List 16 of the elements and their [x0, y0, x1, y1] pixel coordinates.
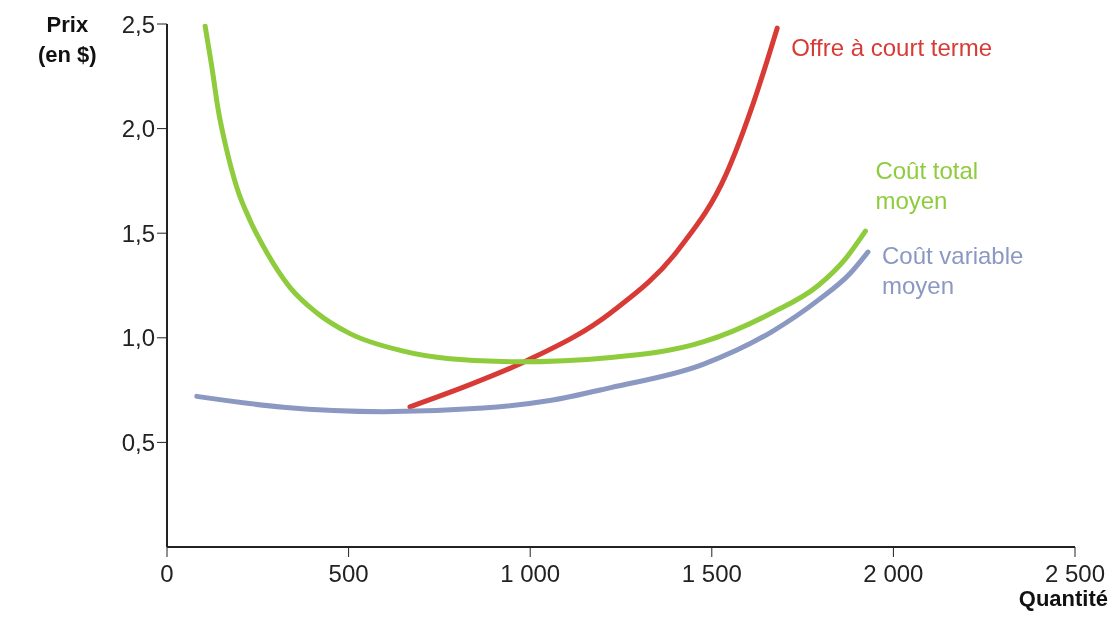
y-tick-label: 1,5 [121, 219, 155, 247]
y-tick-label: 2,0 [121, 115, 155, 143]
y-tick-label: 0,5 [121, 428, 155, 456]
x-tick-label: 500 [328, 560, 369, 588]
x-tick-label: 2 500 [1044, 560, 1106, 588]
y-tick-label: 2,5 [121, 10, 155, 38]
x-tick-label: 1 000 [500, 560, 561, 588]
y-axis-title: Prix (en $) [38, 11, 97, 69]
series-label: Offre à court terme [791, 34, 993, 62]
series-label: Coût total moyen [875, 157, 979, 215]
x-axis-title: Quantité [1018, 586, 1108, 612]
x-tick-label: 2 000 [863, 560, 924, 588]
x-tick-label: 0 [160, 560, 174, 588]
series-label: Coût variable moyen [881, 242, 1024, 300]
y-tick-label: 1,0 [121, 324, 155, 352]
x-tick-label: 1 500 [681, 560, 742, 588]
